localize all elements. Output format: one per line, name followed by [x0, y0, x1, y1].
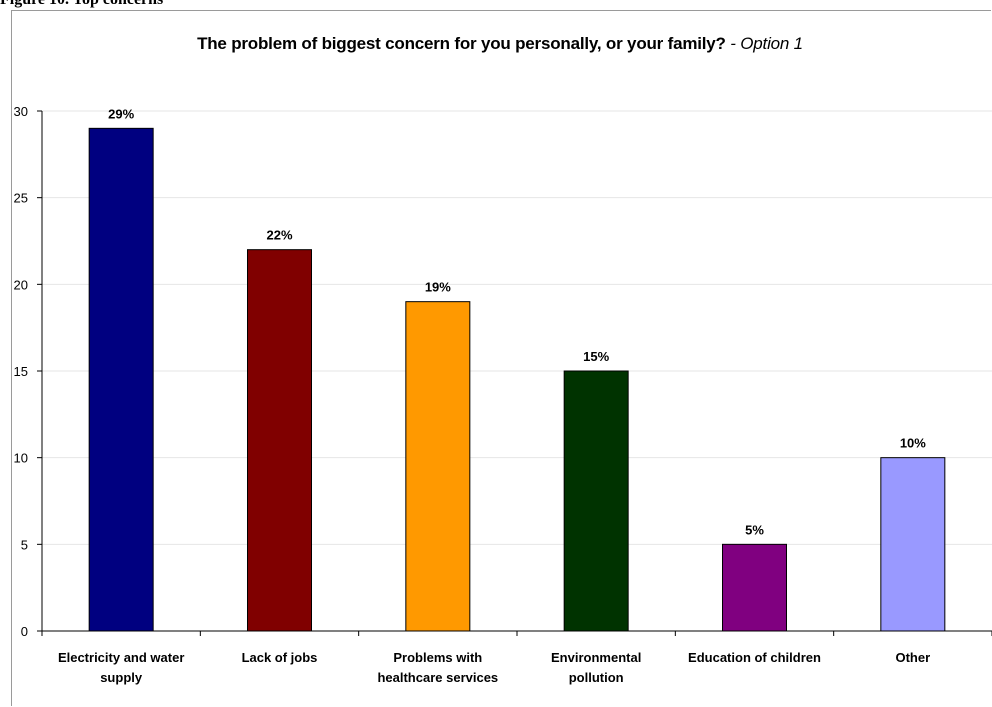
x-category-label-line: Environmental: [551, 650, 641, 665]
chart-subtitle: - Option 1: [730, 34, 803, 53]
x-category-label-line: Problems with: [393, 650, 482, 665]
data-label: 22%: [266, 228, 292, 243]
data-label: 5%: [745, 522, 764, 537]
chart-title: The problem of biggest concern for you p…: [40, 34, 960, 54]
x-category-label: Electricity and water supply: [58, 650, 184, 685]
data-label: 29%: [108, 106, 134, 121]
y-tick-label: 5: [21, 537, 28, 552]
x-category-label: Environmental pollution: [551, 650, 641, 685]
bar: [405, 301, 471, 632]
y-tick-label: 20: [14, 277, 28, 292]
bar: [88, 127, 154, 632]
data-label: 10%: [900, 436, 926, 451]
bar: [880, 457, 946, 632]
x-category-label: Problems with healthcare services: [377, 650, 498, 685]
y-tick-label: 30: [14, 104, 28, 119]
y-tick-label: 25: [14, 191, 28, 206]
data-label: 15%: [583, 349, 609, 364]
x-category-label-line: supply: [100, 670, 143, 685]
x-category-label-line: Other: [895, 650, 930, 665]
x-category-label-line: Lack of jobs: [242, 650, 318, 665]
bar: [247, 249, 312, 632]
chart-title-text: The problem of biggest concern for you p…: [197, 34, 726, 53]
data-label: 19%: [425, 280, 451, 295]
x-category-label: Other: [895, 650, 930, 665]
y-tick-label: 0: [21, 624, 28, 639]
x-category-label-line: Education of children: [688, 650, 821, 665]
bar: [563, 370, 629, 632]
x-category-label: Education of children: [688, 650, 821, 665]
bar: [722, 543, 787, 632]
y-tick-label: 10: [14, 451, 28, 466]
chart-border: [11, 10, 991, 706]
x-category-label-line: healthcare services: [377, 670, 498, 685]
y-tick-label: 15: [14, 364, 28, 379]
figure-caption: Figure 10. Top concerns: [0, 0, 500, 9]
x-category-label-line: Electricity and water: [58, 650, 184, 665]
x-category-label: Lack of jobs: [242, 650, 318, 665]
x-category-label-line: pollution: [569, 670, 624, 685]
